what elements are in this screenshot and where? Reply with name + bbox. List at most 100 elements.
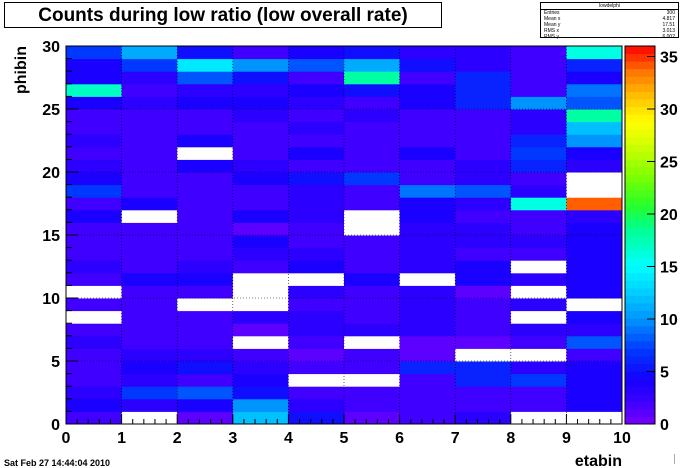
heatmap-cell (455, 209, 512, 223)
colorbar-tick-label: 15 (660, 260, 678, 277)
heatmap-cell (399, 83, 456, 97)
heatmap-cell (510, 247, 567, 261)
heatmap-cell (566, 222, 623, 236)
heatmap-cell (177, 285, 234, 299)
stats-label: RMS x (544, 28, 559, 34)
heatmap-cell (177, 109, 234, 123)
heatmap-cell (66, 146, 123, 160)
heatmap-cell (344, 323, 401, 337)
heatmap-cell (455, 310, 512, 324)
heatmap-cell (510, 260, 567, 274)
heatmap-cell (344, 272, 401, 286)
heatmap-cell (232, 96, 289, 110)
heatmap-cell (399, 335, 456, 349)
heatmap-cell (344, 121, 401, 135)
colorbar-segment (625, 182, 655, 191)
heatmap-cell (66, 83, 123, 97)
heatmap-cell (288, 109, 345, 123)
heatmap-cell (455, 46, 512, 60)
heatmap-cell (121, 46, 178, 60)
heatmap-cell (566, 71, 623, 85)
colorbar-segment (625, 204, 655, 213)
heatmap-cell (66, 323, 123, 337)
heatmap-cell (232, 146, 289, 160)
heatmap-cell (232, 247, 289, 261)
heatmap-cell (177, 83, 234, 97)
stats-value: 6.002 (662, 34, 675, 40)
heatmap-cell (399, 209, 456, 223)
heatmap-cell (399, 361, 456, 375)
heatmap-cell (566, 373, 623, 387)
heatmap-cell (121, 222, 178, 236)
heatmap-cell (510, 386, 567, 400)
heatmap-cell (232, 222, 289, 236)
heatmap-cell (121, 96, 178, 110)
heatmap-cell (510, 146, 567, 160)
heatmap-cell (566, 172, 623, 186)
heatmap-cell (510, 184, 567, 198)
colorbar-tick-label: 0 (660, 417, 669, 434)
heatmap-cell (566, 323, 623, 337)
heatmap-cell (121, 71, 178, 85)
x-tick-label: 10 (613, 430, 631, 447)
heatmap-cell (288, 83, 345, 97)
heatmap-cell (344, 71, 401, 85)
colorbar-segment (625, 106, 655, 115)
heatmap-cell (399, 348, 456, 362)
stats-value: 17.51 (662, 22, 675, 28)
heatmap-cell (232, 310, 289, 324)
heatmap-cell (566, 109, 623, 123)
heatmap-cell (566, 184, 623, 198)
heatmap-cell (232, 285, 289, 299)
colorbar-frame (624, 45, 656, 425)
heatmap-cell (455, 373, 512, 387)
heatmap-cell (66, 272, 123, 286)
colorbar-segment (625, 333, 655, 342)
colorbar-segment (625, 250, 655, 259)
colorbar-segment (625, 61, 655, 70)
heatmap-cell (177, 386, 234, 400)
heatmap-cell (177, 310, 234, 324)
heatmap-cell (288, 361, 345, 375)
heatmap-cell (566, 96, 623, 110)
heatmap-cell (66, 398, 123, 412)
heatmap-cell (566, 159, 623, 173)
heatmap-cell (399, 58, 456, 72)
colorbar-segment (625, 91, 655, 100)
heatmap-cell (177, 58, 234, 72)
heatmap-cell (232, 298, 289, 312)
heatmap-cell (455, 235, 512, 249)
heatmap-cell (455, 285, 512, 299)
colorbar-segment (625, 53, 655, 62)
heatmap-cell (344, 260, 401, 274)
colorbar-segment (625, 136, 655, 145)
x-tick-label: 9 (562, 430, 571, 447)
heatmap-cell (121, 260, 178, 274)
heatmap-cell (566, 121, 623, 135)
heatmap-cell (66, 298, 123, 312)
heatmap-cell (288, 146, 345, 160)
colorbar-tick-label: 10 (660, 312, 678, 329)
heatmap-cell (566, 272, 623, 286)
heatmap-cell (288, 46, 345, 60)
heatmap-cell (232, 361, 289, 375)
heatmap-cell (288, 184, 345, 198)
heatmap-cell (510, 298, 567, 312)
heatmap-cell (455, 109, 512, 123)
heatmap-cell (510, 58, 567, 72)
heatmap-cell (566, 335, 623, 349)
heatmap-cell (232, 235, 289, 249)
y-axis-ticks: 0 5 10 15 20 25 30 (42, 39, 78, 434)
heatmap-cell (455, 247, 512, 261)
stats-value: 4.817 (662, 16, 675, 22)
heatmap-cell (288, 134, 345, 148)
y-tick-label: 0 (51, 417, 60, 434)
heatmap-cell (121, 298, 178, 312)
colorbar-segment (625, 378, 655, 387)
heatmap-cell (510, 71, 567, 85)
heatmap-cell (121, 411, 178, 425)
colorbar-segment (625, 121, 655, 130)
heatmap-cell (455, 58, 512, 72)
heatmap-cell (455, 386, 512, 400)
heatmap-cell (121, 247, 178, 261)
